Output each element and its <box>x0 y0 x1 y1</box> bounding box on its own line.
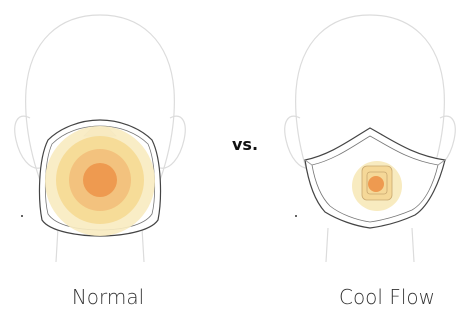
right-caption: Cool Flow <box>339 285 435 309</box>
page: vs. Normal Cool Flow (() => { const data… <box>0 0 475 317</box>
cool-flow-mask <box>305 128 445 228</box>
vs-label: vs. <box>232 135 258 154</box>
normal-mask <box>40 120 161 236</box>
comparison-illustration: vs. Normal Cool Flow <box>0 0 475 317</box>
left-caption: Normal <box>72 285 144 309</box>
